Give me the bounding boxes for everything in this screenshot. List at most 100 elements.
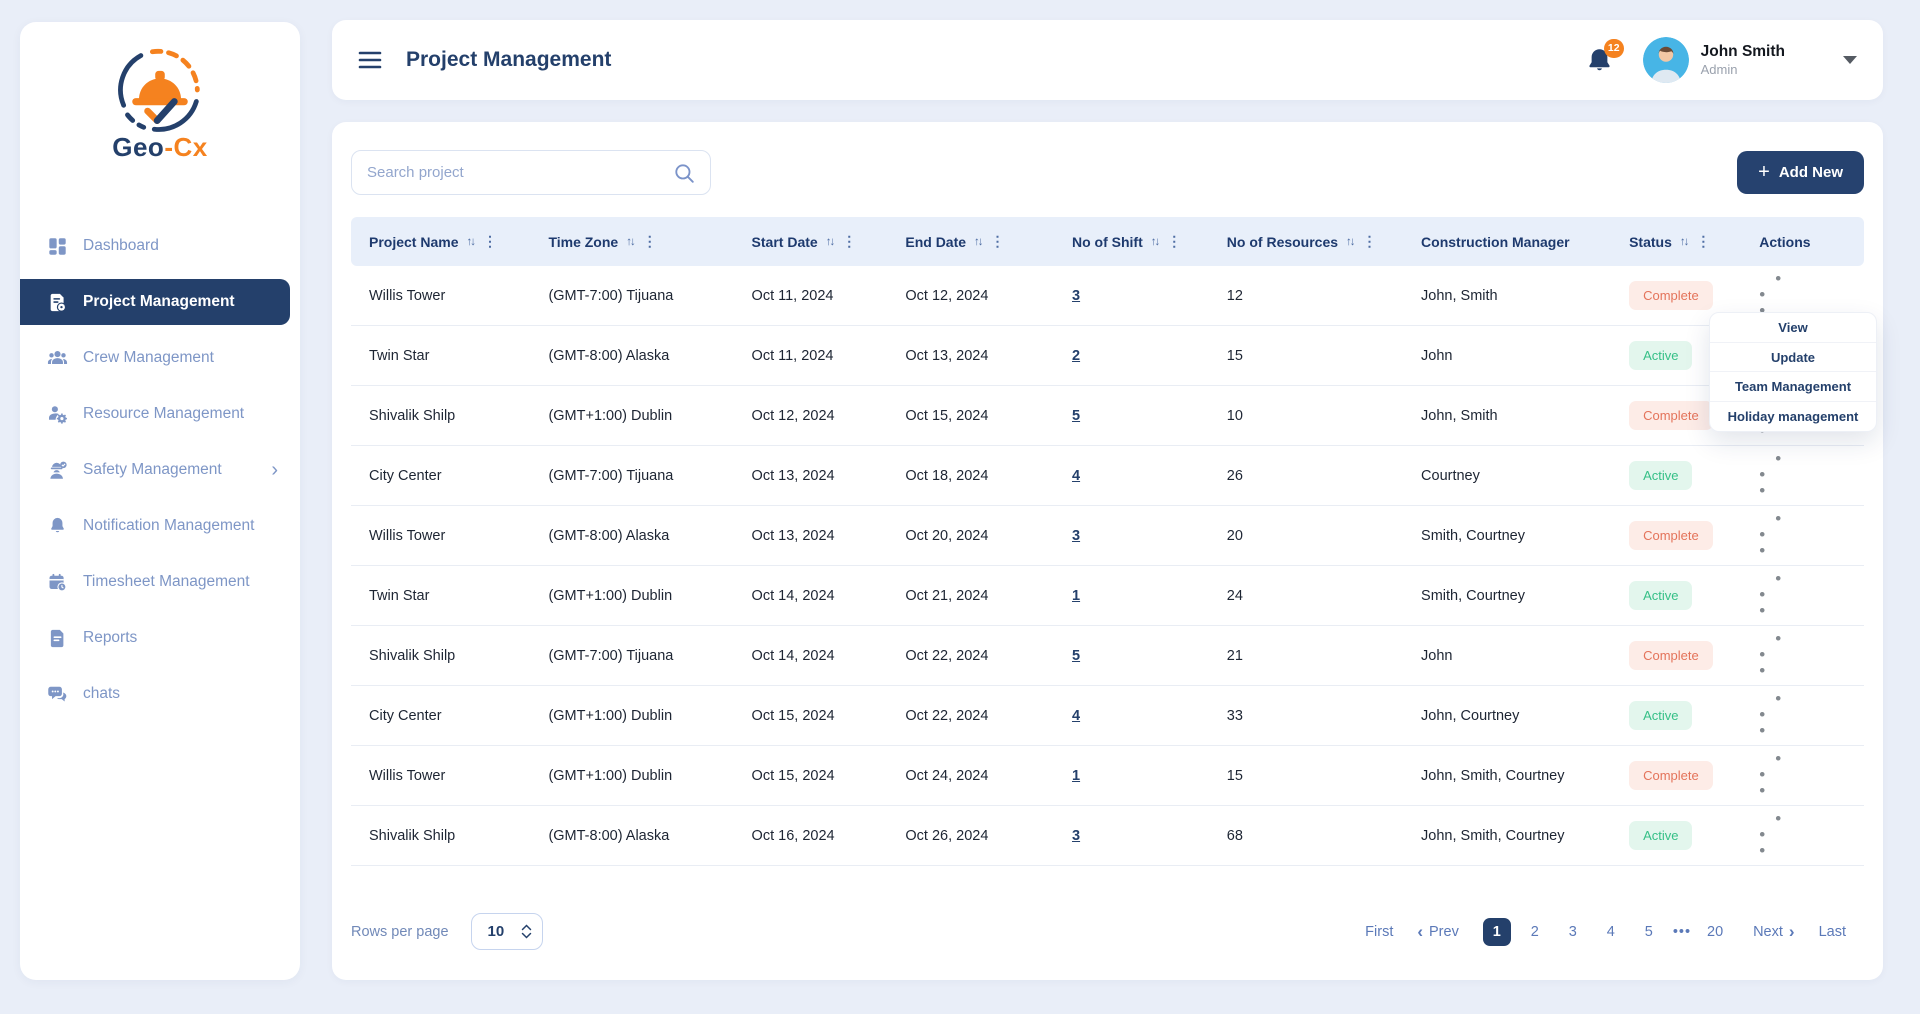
sidebar-item-reports[interactable]: Reports — [20, 615, 300, 661]
notification-bell-icon[interactable]: 12 — [1586, 47, 1613, 74]
stepper-chevrons-icon — [521, 924, 532, 939]
shift-count-link[interactable]: 2 — [1072, 348, 1080, 364]
pagination-first[interactable]: First — [1365, 924, 1393, 940]
sort-icon[interactable]: ↑↓ — [1151, 236, 1159, 248]
sidebar-item-crew-management[interactable]: Crew Management — [20, 335, 300, 381]
sidebar-item-label: Notification Management — [83, 517, 254, 535]
sidebar-item-chats[interactable]: chats — [20, 671, 300, 717]
shift-count-link[interactable]: 5 — [1072, 408, 1080, 424]
pagination-prev[interactable]: ‹Prev — [1417, 923, 1459, 940]
resource-icon — [46, 403, 68, 425]
sidebar-item-label: Timesheet Management — [83, 573, 250, 591]
main-area: Project Management 12 John Smith Admin — [332, 20, 1883, 1014]
shift-count-link[interactable]: 1 — [1072, 588, 1080, 604]
column-label: End Date — [905, 234, 966, 250]
cell-project-name: Willis Tower — [369, 528, 548, 544]
column-kebab-icon[interactable]: ⋮ — [483, 233, 497, 250]
context-menu-item-update[interactable]: Update — [1710, 343, 1876, 373]
search-icon[interactable] — [673, 162, 695, 184]
cell-manager: Courtney — [1421, 468, 1629, 484]
search-input[interactable] — [367, 164, 673, 181]
table-row: Shivalik Shilp(GMT-8:00) AlaskaOct 16, 2… — [351, 806, 1864, 866]
shift-count-link[interactable]: 4 — [1072, 468, 1080, 484]
sidebar-item-notification-management[interactable]: Notification Management — [20, 503, 300, 549]
pagination-last[interactable]: Last — [1819, 924, 1846, 940]
column-kebab-icon[interactable]: ⋮ — [991, 233, 1005, 250]
sidebar-item-timesheet-management[interactable]: Timesheet Management — [20, 559, 300, 605]
table-row: Shivalik Shilp(GMT+1:00) DublinOct 12, 2… — [351, 386, 1864, 446]
cell-end-date: Oct 22, 2024 — [905, 648, 1072, 664]
column-kebab-icon[interactable]: ⋮ — [1167, 233, 1181, 250]
chevron-right-icon[interactable]: › — [271, 460, 278, 480]
shift-count-link[interactable]: 1 — [1072, 768, 1080, 784]
cell-time-zone: (GMT+1:00) Dublin — [548, 408, 751, 424]
sidebar-item-project-management[interactable]: Project Management — [20, 279, 290, 325]
column-kebab-icon[interactable]: ⋮ — [643, 233, 657, 250]
row-actions-kebab-icon[interactable]: ••• — [1759, 752, 1781, 800]
sort-icon[interactable]: ↑↓ — [974, 236, 982, 248]
sort-icon[interactable]: ↑↓ — [826, 236, 834, 248]
cell-project-name: Twin Star — [369, 588, 548, 604]
topbar: Project Management 12 John Smith Admin — [332, 20, 1883, 100]
sort-icon[interactable]: ↑↓ — [1680, 236, 1688, 248]
pagination-page-4[interactable]: 4 — [1597, 918, 1625, 946]
sidebar-nav: Dashboard Project Management Crew Manageme… — [20, 223, 300, 717]
cell-project-name: Willis Tower — [369, 768, 548, 784]
cell-resources: 20 — [1227, 528, 1421, 544]
cell-time-zone: (GMT-7:00) Tijuana — [548, 468, 751, 484]
cell-resources: 33 — [1227, 708, 1421, 724]
context-menu-item-view[interactable]: View — [1710, 313, 1876, 343]
shift-count-link[interactable]: 3 — [1072, 828, 1080, 844]
context-menu-item-team-management[interactable]: Team Management — [1710, 372, 1876, 402]
column-kebab-icon[interactable]: ⋮ — [1363, 233, 1377, 250]
avatar[interactable] — [1643, 37, 1689, 83]
row-actions-kebab-icon[interactable]: ••• — [1759, 452, 1781, 500]
row-actions-kebab-icon[interactable]: ••• — [1759, 572, 1781, 620]
column-label: Actions — [1759, 234, 1810, 250]
user-role: Admin — [1701, 62, 1785, 78]
context-menu-item-holiday-management[interactable]: Holiday management — [1710, 402, 1876, 432]
cell-project-name: Shivalik Shilp — [369, 648, 548, 664]
sort-icon[interactable]: ↑↓ — [626, 236, 634, 248]
pagination-page-2[interactable]: 2 — [1521, 918, 1549, 946]
sidebar-item-dashboard[interactable]: Dashboard — [20, 223, 300, 269]
row-actions-kebab-icon[interactable]: ••• — [1759, 812, 1781, 860]
cell-start-date: Oct 13, 2024 — [752, 528, 906, 544]
cell-start-date: Oct 11, 2024 — [752, 288, 906, 304]
row-actions-kebab-icon[interactable]: ••• — [1759, 512, 1781, 560]
table-row: Twin Star(GMT-8:00) AlaskaOct 11, 2024Oc… — [351, 326, 1864, 386]
column-kebab-icon[interactable]: ⋮ — [1696, 233, 1710, 250]
shift-count-link[interactable]: 5 — [1072, 648, 1080, 664]
pager: First ‹Prev 12345•••20 Next› Last — [1365, 918, 1846, 946]
column-header: Status↑↓⋮ — [1629, 233, 1759, 250]
column-kebab-icon[interactable]: ⋮ — [842, 233, 856, 250]
sort-icon[interactable]: ↑↓ — [1346, 236, 1354, 248]
pagination-page-5[interactable]: 5 — [1635, 918, 1663, 946]
column-header: No of Shift↑↓⋮ — [1072, 233, 1227, 250]
cell-resources: 24 — [1227, 588, 1421, 604]
row-actions-kebab-icon[interactable]: ••• — [1759, 632, 1781, 680]
shift-count-link[interactable]: 4 — [1072, 708, 1080, 724]
cell-end-date: Oct 15, 2024 — [905, 408, 1072, 424]
cell-manager: Smith, Courtney — [1421, 528, 1629, 544]
project-icon — [46, 291, 68, 313]
shift-count-link[interactable]: 3 — [1072, 528, 1080, 544]
hamburger-menu-icon[interactable] — [358, 51, 382, 69]
add-new-button[interactable]: + Add New — [1737, 151, 1864, 194]
search-box — [351, 150, 711, 195]
shift-count-link[interactable]: 3 — [1072, 288, 1080, 304]
sidebar: Geo-Cx DashboardProject ManagementCrew M… — [20, 22, 300, 980]
pagination-page-3[interactable]: 3 — [1559, 918, 1587, 946]
pagination-page-1[interactable]: 1 — [1483, 918, 1511, 946]
pagination-page-20[interactable]: 20 — [1701, 918, 1729, 946]
cell-end-date: Oct 20, 2024 — [905, 528, 1072, 544]
project-table-card: + Add New Project Name↑↓⋮Time Zone↑↓⋮Sta… — [332, 122, 1883, 980]
row-actions-kebab-icon[interactable]: ••• — [1759, 692, 1781, 740]
pagination-next[interactable]: Next› — [1753, 923, 1795, 940]
sidebar-item-resource-management[interactable]: Resource Management — [20, 391, 300, 437]
rows-per-page-select[interactable]: 10 — [471, 913, 543, 950]
chevron-down-icon[interactable] — [1843, 56, 1857, 64]
sort-icon[interactable]: ↑↓ — [466, 236, 474, 248]
sidebar-item-safety-management[interactable]: Safety Management› — [20, 447, 300, 493]
status-badge: Complete — [1629, 761, 1713, 790]
